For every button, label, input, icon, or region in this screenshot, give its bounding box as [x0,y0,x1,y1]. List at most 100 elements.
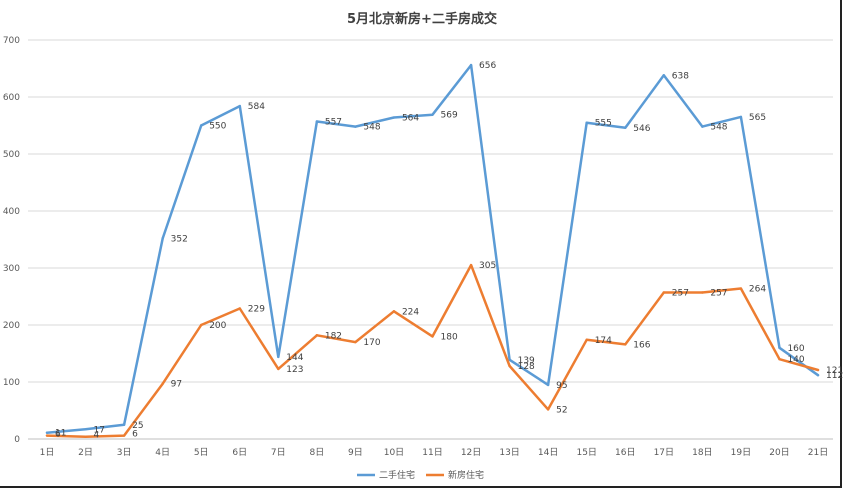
data-labels: 11 17 25 352 550 584 144 557 548 564 569 656 139 95 55… [55,61,843,441]
data-point [778,346,781,349]
data-label: 121 [826,366,843,376]
series-lines [45,63,820,438]
data-label: 112 [826,371,843,381]
x-axis: 1日 2日 3日 4日 5日 6日 7日 8日 9日 10日 11日 12日 13日 14日 15日 16日 1… [40,447,829,458]
data-label: 6 [55,430,61,440]
data-label: 555 [595,119,612,129]
data-point [45,434,49,437]
data-label: 160 [787,344,804,354]
data-label: 305 [479,261,496,271]
x-tick-label: 5日 [194,447,209,458]
data-label: 4 [94,431,100,441]
data-point [431,113,434,116]
y-tick-label: 600 [3,93,20,103]
x-tick-label: 16日 [615,447,635,458]
x-tick-label: 19日 [731,447,751,458]
x-tick-label: 14日 [538,447,558,458]
data-label: 557 [325,118,342,128]
data-label: 564 [402,114,419,124]
data-label: 17 [94,425,105,435]
x-tick-label: 7日 [271,447,286,458]
data-point [315,334,319,337]
data-point [701,291,704,294]
data-point [277,367,280,371]
x-tick-label: 10日 [384,447,404,458]
data-point [200,124,203,127]
data-point [277,355,280,359]
data-point [238,104,241,108]
data-point [122,434,126,437]
data-label: 170 [363,338,380,348]
x-tick-label: 8日 [309,447,324,458]
y-tick-label: 700 [3,36,20,46]
data-label: 584 [248,102,265,112]
x-tick-label: 2日 [78,447,93,458]
legend: 二手住宅 新房住宅 [357,469,484,481]
data-point [701,125,704,128]
data-point [778,358,781,361]
data-label: 123 [286,365,303,375]
data-label: 257 [672,289,689,299]
data-point [84,428,87,431]
data-point [392,310,396,313]
x-tick-label: 20日 [769,447,789,458]
data-point [238,307,241,310]
chart-title: 5月北京新房+二手房成交 [347,11,497,27]
y-tick-label: 500 [3,150,20,160]
data-label: 139 [518,356,535,366]
data-label: 128 [518,362,535,372]
data-point [84,435,87,438]
data-label: 144 [286,353,303,363]
data-label: 140 [787,355,804,365]
data-point [739,287,743,290]
data-label: 200 [209,321,226,331]
data-label: 264 [749,285,766,295]
x-tick-label: 21日 [808,447,828,458]
x-tick-label: 9日 [348,447,363,458]
legend-label: 新房住宅 [448,469,484,481]
data-label: 180 [441,332,458,342]
x-tick-label: 3日 [117,447,132,458]
x-tick-label: 15日 [576,447,596,458]
data-label: 548 [363,123,380,133]
data-label: 565 [749,113,766,123]
data-point [624,126,627,129]
x-tick-label: 17日 [654,447,674,458]
data-label: 182 [325,331,342,341]
y-tick-label: 400 [3,207,20,217]
data-point [431,335,434,338]
x-tick-label: 1日 [40,447,55,458]
x-tick-label: 11日 [422,447,442,458]
data-label: 97 [171,380,182,390]
data-point [624,343,627,346]
data-label: 352 [171,234,188,244]
data-label: 550 [209,122,226,132]
data-label: 569 [441,111,458,121]
x-tick-label: 13日 [499,447,519,458]
y-tick-label: 100 [3,378,20,388]
y-tick-label: 300 [3,264,20,274]
data-label: 174 [595,336,612,346]
data-point [662,74,665,77]
data-label: 11 [55,429,66,439]
data-point [662,291,665,294]
data-point [354,125,357,128]
data-point [546,408,550,411]
data-point [585,338,588,342]
data-point [469,63,473,67]
data-point [354,340,357,344]
data-point [200,323,203,327]
data-point [315,120,319,123]
data-point [546,383,550,387]
data-label: 52 [556,405,567,415]
data-point [161,237,164,240]
x-tick-label: 6日 [232,447,247,458]
data-label: 95 [556,381,567,391]
x-tick-label: 4日 [155,447,170,458]
data-label: 229 [248,304,265,314]
gridlines [28,39,833,440]
data-label: 25 [132,421,143,431]
data-point [508,364,511,368]
series-line-1 [45,63,820,434]
